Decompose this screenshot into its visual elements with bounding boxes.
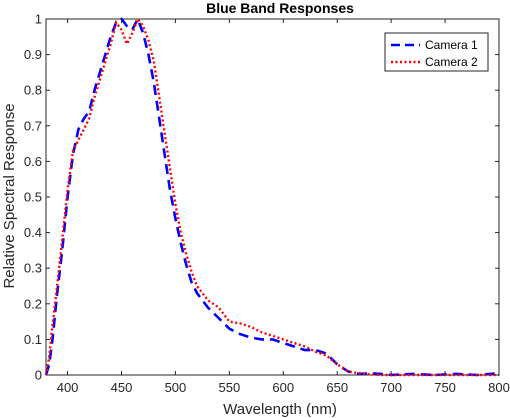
x-tick-label: 700 — [380, 380, 402, 395]
x-tick-label: 650 — [326, 380, 348, 395]
y-tick-label: 0.8 — [24, 83, 42, 98]
y-axis: 0 0.1 0.2 0.3 0.4 0.5 0.6 0.7 0.8 0.9 1 — [24, 12, 499, 383]
legend-box — [384, 32, 489, 72]
y-tick-label: 0.7 — [24, 118, 42, 133]
y-tick-label: 0.1 — [24, 332, 42, 347]
plot-area — [45, 18, 500, 376]
y-tick-label: 0.5 — [24, 190, 42, 205]
y-tick-label: 0.6 — [24, 154, 42, 169]
y-tick-label: 0.2 — [24, 296, 42, 311]
series-layer — [44, 15, 500, 377]
x-tick-label: 800 — [488, 380, 510, 395]
series-line-1 — [44, 15, 500, 377]
x-tick-label: 400 — [57, 380, 79, 395]
y-axis-label: Relative Spectral Response — [1, 103, 18, 288]
legend: Camera 1 Camera 2 — [384, 32, 489, 72]
y-tick-label: 0.3 — [24, 261, 42, 276]
chart-title: Blue Band Responses — [206, 0, 354, 16]
legend-label-2: Camera 2 — [425, 55, 478, 69]
x-tick-label: 550 — [219, 380, 241, 395]
x-tick-label: 750 — [434, 380, 456, 395]
x-tick-label: 450 — [111, 380, 133, 395]
series-line-2 — [44, 16, 499, 377]
y-tick-label: 0 — [35, 368, 42, 383]
legend-label-1: Camera 1 — [425, 38, 478, 52]
x-axis: 400 450 500 550 600 650 700 750 800 — [57, 19, 510, 395]
y-tick-label: 0.9 — [24, 47, 42, 62]
y-tick-label: 1 — [35, 12, 42, 27]
y-tick-label: 0.4 — [24, 225, 42, 240]
x-axis-label: Wavelength (nm) — [223, 401, 337, 418]
x-tick-label: 600 — [272, 380, 294, 395]
x-tick-label: 500 — [165, 380, 187, 395]
